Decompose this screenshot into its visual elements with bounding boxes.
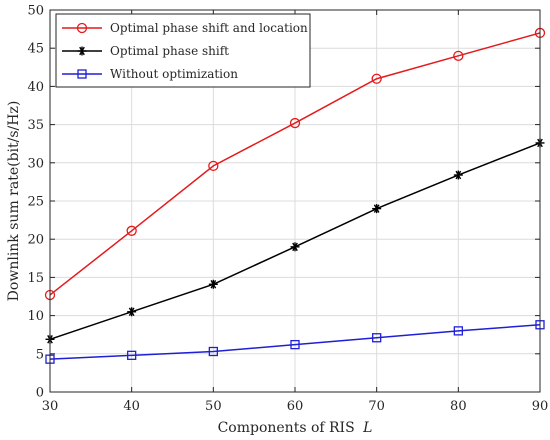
x-tick-label: 80: [450, 399, 467, 414]
series-1-point: [371, 73, 382, 84]
x-tick-label: 50: [205, 399, 222, 414]
y-tick-label: 0: [36, 386, 44, 401]
legend-item: Optimal phase shift: [62, 44, 229, 58]
series-3-point: [290, 339, 300, 350]
y-axis-label: Downlink sum rate(bit/s/Hz): [6, 101, 22, 302]
x-tick-label: 40: [123, 399, 140, 414]
x-tick-label: 70: [368, 399, 385, 414]
legend-marker: [76, 22, 88, 34]
y-tick-label: 5: [36, 347, 44, 362]
series-1-point: [453, 50, 464, 61]
legend: Optimal phase shift and location Optimal …: [55, 13, 311, 88]
y-tick-label: 45: [27, 42, 44, 57]
series-1-point: [126, 225, 137, 236]
series-3-point: [127, 350, 137, 360]
x-tick-label: 60: [287, 399, 304, 414]
series-2-point: [290, 242, 300, 252]
legend-item: Without optimization: [62, 67, 238, 81]
y-tick-label: 25: [27, 195, 44, 210]
x-tick-label: 90: [532, 399, 549, 414]
series-1-point: [289, 117, 301, 129]
y-tick-label: 50: [27, 4, 44, 19]
legend-label: Without optimization: [110, 67, 238, 81]
y-tick-label: 15: [27, 271, 44, 286]
series-2-point: [372, 204, 382, 214]
x-axis-label: Components of RIS L: [218, 420, 373, 436]
axis-tick-labels: 30 40 50 60 70 80 90 0 5 10 15 20 25 30 35 40 45 50: [27, 4, 548, 415]
series-2-point: [208, 279, 218, 289]
axis-ticks: [49, 9, 541, 393]
series-3-line: [49, 324, 541, 360]
series-2-point: [127, 307, 137, 317]
y-tick-label: 30: [27, 156, 44, 171]
legend-item: Optimal phase shift and location: [62, 21, 308, 35]
y-tick-label: 40: [27, 80, 44, 95]
y-tick-label: 10: [27, 309, 44, 324]
series-3-point: [208, 346, 218, 357]
legend-marker: [77, 69, 87, 79]
legend-box: [55, 13, 311, 88]
legend-label: Optimal phase shift: [110, 44, 229, 58]
x-axis-label-variable: L: [362, 420, 372, 436]
y-tick-label: 35: [27, 118, 44, 133]
series-3-point: [372, 333, 382, 343]
series-2-point: [453, 170, 463, 180]
y-tick-label: 20: [27, 233, 44, 248]
x-axis-label-text: Components of RIS: [218, 420, 355, 436]
legend-label: Optimal phase shift and location: [110, 21, 308, 35]
legend-marker: [77, 46, 87, 56]
series-3-point: [453, 326, 463, 336]
series-1-line: [49, 32, 541, 296]
x-tick-label: 30: [42, 399, 59, 414]
series-1-point: [208, 160, 219, 172]
